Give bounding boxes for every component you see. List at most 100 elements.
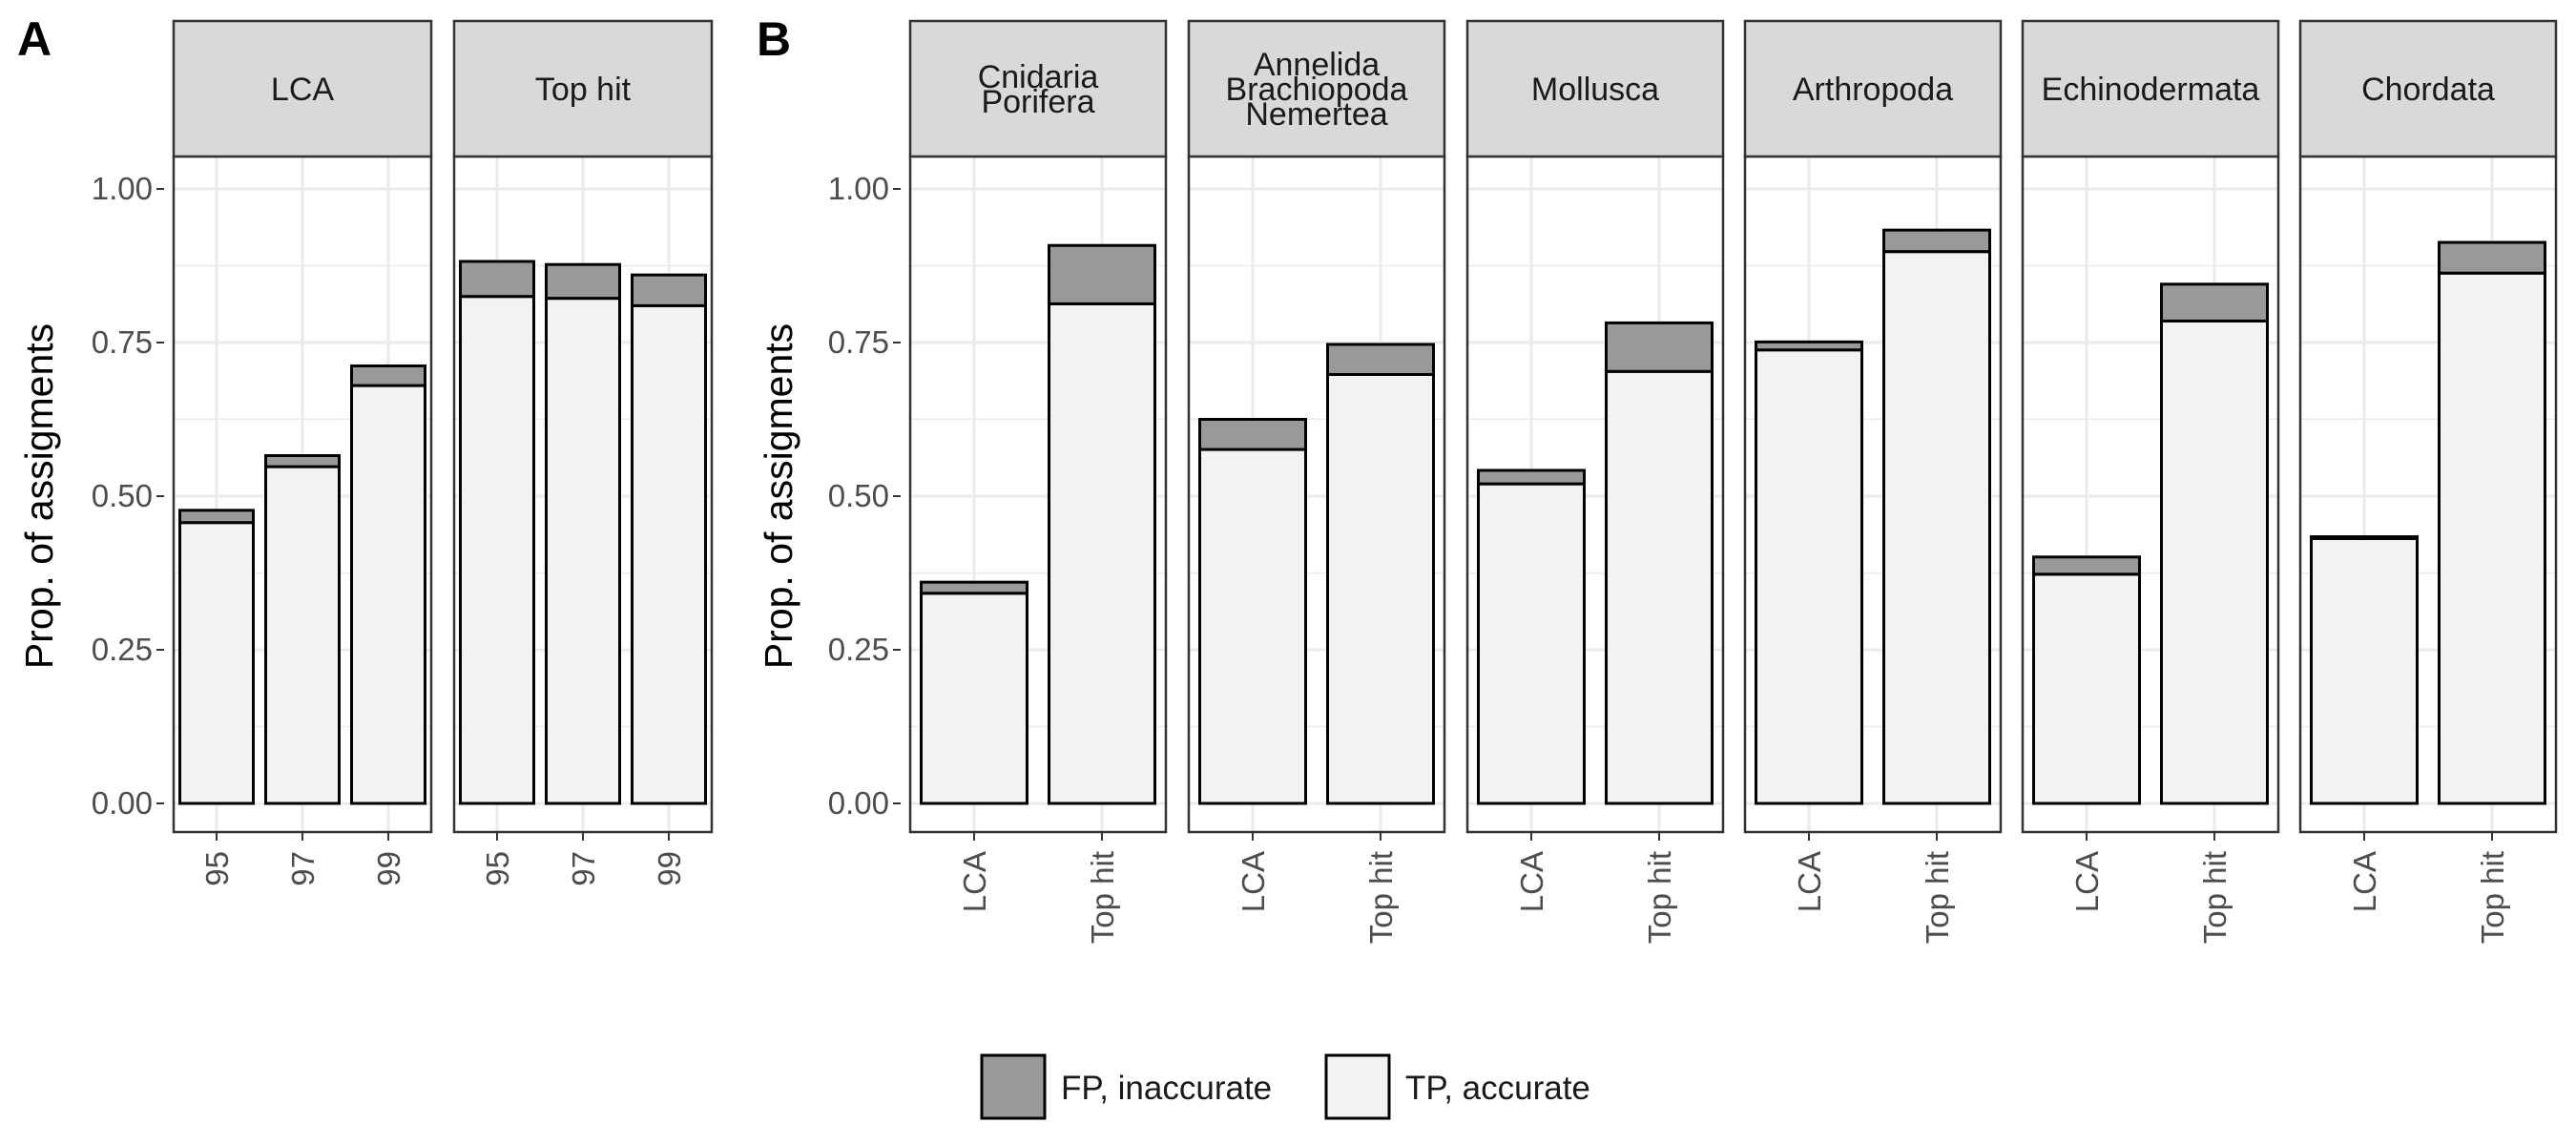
x-tick-label: Top hit bbox=[1642, 851, 1677, 944]
bar-tp-99 bbox=[631, 303, 707, 805]
facet-2: LCA Top hit Mollusca bbox=[1465, 19, 1725, 944]
y-tick-label: 0.50 bbox=[92, 478, 153, 513]
x-tick-label: LCA bbox=[2347, 851, 2382, 912]
x-tick-label: Top hit bbox=[2197, 851, 2233, 944]
facet-strip-label: Cnidaria bbox=[978, 59, 1099, 95]
bar-tp-95 bbox=[459, 295, 535, 805]
bar-tp-top-hit bbox=[2160, 319, 2269, 805]
legend-label-fp: FP, inaccurate bbox=[1061, 1070, 1272, 1107]
bar-fp-97 bbox=[545, 262, 621, 301]
facet-strip-label: Arthropoda bbox=[1793, 72, 1953, 108]
x-tick-label: 97 bbox=[566, 851, 601, 886]
x-tick-label: 95 bbox=[480, 851, 515, 886]
bar-fp-lca bbox=[1477, 468, 1586, 486]
facet-strip-label: Annelida bbox=[1254, 47, 1380, 83]
legend-key-fp bbox=[980, 1053, 1047, 1120]
bar-tp-top-hit bbox=[1605, 369, 1714, 805]
y-tick-label: 0.75 bbox=[92, 324, 153, 360]
facet-4: LCA Top hit Echinodermata bbox=[2021, 19, 2280, 944]
bar-fp-lca bbox=[2032, 555, 2141, 576]
y-axis-title-b: Prop. of assigments bbox=[757, 323, 800, 669]
facet-strip-label: Chordata bbox=[2361, 72, 2495, 108]
facet-strip bbox=[2021, 19, 2280, 158]
facet-strip-label: Nemertea bbox=[1245, 96, 1387, 133]
panel-b: B Prop. of assigments 0.00 0.25 0.50 0.75 1.… bbox=[757, 12, 2558, 944]
y-tick-label: 0.00 bbox=[92, 785, 153, 821]
bar-tp-lca bbox=[1477, 482, 1586, 805]
x-tick-label: LCA bbox=[957, 851, 992, 912]
facet-strip bbox=[172, 19, 433, 158]
bar-tp-top-hit bbox=[1882, 250, 1991, 805]
facet-strip bbox=[2298, 19, 2558, 158]
x-tick-label: LCA bbox=[1792, 851, 1827, 912]
facet-strip bbox=[1465, 19, 1725, 158]
x-tick-label: Top hit bbox=[1085, 851, 1120, 944]
x-tick-label: 95 bbox=[199, 851, 235, 886]
bar-tp-97 bbox=[264, 465, 341, 805]
panel-a: A Prop. of assigments 0.00 0.25 0.50 0.75 1.… bbox=[17, 12, 714, 886]
legend-key-tp bbox=[1324, 1053, 1391, 1120]
bar-tp-lca bbox=[920, 592, 1028, 805]
legend: FP, inaccurate TP, accurate bbox=[980, 1053, 1590, 1120]
facet-strip bbox=[1187, 19, 1446, 158]
legend-label-tp: TP, accurate bbox=[1405, 1070, 1590, 1107]
bar-fp-95 bbox=[459, 260, 535, 299]
x-tick-label: LCA bbox=[1236, 851, 1271, 912]
bar-fp-97 bbox=[264, 453, 341, 468]
x-tick-label: Top hit bbox=[1920, 851, 1955, 944]
bar-tp-top-hit bbox=[1048, 302, 1156, 805]
bar-tp-97 bbox=[545, 297, 621, 805]
bar-tp-lca bbox=[1198, 448, 1307, 805]
bar-fp-top-hit bbox=[1605, 321, 1714, 373]
panel-label-b: B bbox=[757, 12, 791, 66]
bar-fp-top-hit bbox=[1326, 343, 1435, 376]
y-tick-label: 0.50 bbox=[828, 478, 889, 513]
bar-fp-top-hit bbox=[2438, 240, 2546, 275]
facet-0: 95 97 99 LCA bbox=[172, 19, 433, 886]
facet-strip-label: Top hit bbox=[535, 72, 632, 108]
y-tick-label: 1.00 bbox=[828, 171, 889, 206]
facet-strip-label: Echinodermata bbox=[2042, 72, 2260, 108]
facet-3: LCA Top hit Arthropoda bbox=[1743, 19, 2003, 944]
y-tick-label: 0.25 bbox=[828, 632, 889, 667]
facet-1: 95 97 99 Top hit bbox=[452, 19, 714, 886]
x-tick-label: 99 bbox=[652, 851, 687, 886]
facet-strip-label: LCA bbox=[271, 72, 334, 108]
bar-fp-top-hit bbox=[2160, 282, 2269, 323]
bar-tp-top-hit bbox=[1326, 372, 1435, 805]
y-axis-title-a: Prop. of assigments bbox=[17, 323, 61, 669]
facet-strip-label: Mollusca bbox=[1531, 72, 1659, 108]
bar-fp-top-hit bbox=[1048, 243, 1156, 305]
bar-fp-99 bbox=[631, 273, 707, 307]
bar-tp-95 bbox=[178, 521, 255, 805]
facet-strip bbox=[452, 19, 714, 158]
facet-strip-label: Porifera bbox=[981, 84, 1094, 120]
bar-fp-lca bbox=[1755, 340, 1863, 352]
x-tick-label: 97 bbox=[285, 851, 321, 886]
bar-tp-lca bbox=[2310, 536, 2419, 805]
bar-tp-lca bbox=[2032, 572, 2141, 805]
bar-fp-top-hit bbox=[1882, 228, 1991, 254]
bar-tp-lca bbox=[1755, 348, 1863, 805]
bar-tp-top-hit bbox=[2438, 271, 2546, 805]
x-tick-label: 99 bbox=[371, 851, 406, 886]
x-tick-label: Top hit bbox=[1363, 851, 1399, 944]
facet-strip bbox=[908, 19, 1168, 158]
bar-tp-99 bbox=[350, 384, 426, 805]
x-tick-label: LCA bbox=[2069, 851, 2105, 912]
bar-fp-lca bbox=[1198, 418, 1307, 451]
bar-fp-99 bbox=[350, 364, 426, 387]
y-tick-label: 0.75 bbox=[828, 324, 889, 360]
y-tick-label: 0.00 bbox=[828, 785, 889, 821]
y-tick-label: 1.00 bbox=[92, 171, 153, 206]
facet-strip bbox=[1743, 19, 2003, 158]
x-tick-label: Top hit bbox=[2475, 851, 2510, 944]
bar-fp-lca bbox=[920, 580, 1028, 595]
bar-fp-lca bbox=[2310, 535, 2419, 540]
x-tick-label: LCA bbox=[1514, 851, 1549, 912]
facet-5: LCA Top hit Chordata bbox=[2298, 19, 2558, 944]
bar-fp-95 bbox=[178, 509, 255, 525]
